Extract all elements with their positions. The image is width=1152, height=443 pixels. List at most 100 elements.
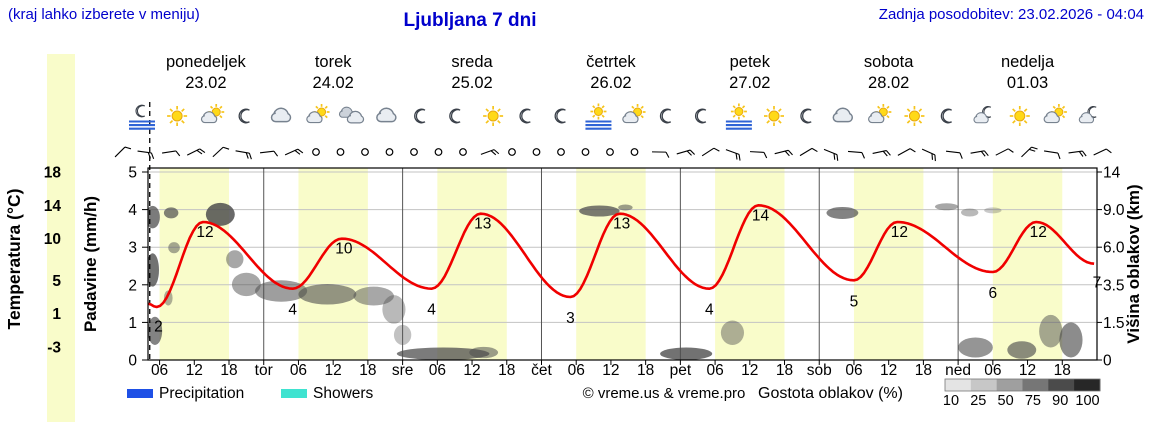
svg-text:3: 3 xyxy=(566,310,575,327)
moon-icon xyxy=(554,108,566,124)
svg-text:3.5: 3.5 xyxy=(1103,277,1125,294)
svg-text:14: 14 xyxy=(1103,165,1121,182)
cloud-density-label: Gostota oblakov (%) xyxy=(758,385,903,402)
wind-barb xyxy=(1093,148,1112,156)
svg-text:14: 14 xyxy=(44,198,62,215)
svg-text:18: 18 xyxy=(44,165,62,182)
wind-barb xyxy=(701,147,720,157)
svg-text:25: 25 xyxy=(970,393,986,409)
wind-barb xyxy=(725,149,741,161)
wind-barb xyxy=(945,150,963,159)
svg-text:18: 18 xyxy=(776,362,793,379)
copyright-link[interactable]: © vreme.us & vreme.pro xyxy=(583,385,746,402)
svg-text:-3: -3 xyxy=(47,340,61,357)
svg-text:10: 10 xyxy=(943,393,959,409)
svg-text:13: 13 xyxy=(613,216,630,233)
precipitation-swatch xyxy=(127,389,153,398)
svg-text:12: 12 xyxy=(463,362,480,379)
sun-icon xyxy=(167,106,188,126)
moon-icon xyxy=(519,108,531,124)
svg-text:Padavine (mm/h): Padavine (mm/h) xyxy=(81,196,100,332)
wind-barb xyxy=(847,150,865,159)
x-axis: 06 12 18 tor 06 12 18 sre 06 12 18 čet 06 12 18 pet 06 12… xyxy=(151,360,1071,379)
sun-cloud-icon xyxy=(200,104,225,124)
axis-temperature: 18 14 10 5 1 -3 Temperatura (°C) xyxy=(4,165,61,357)
wind-barb xyxy=(897,148,916,156)
wind-barb xyxy=(259,150,279,157)
wind-barb xyxy=(235,150,252,160)
wind-barb xyxy=(137,150,155,160)
moon-icon xyxy=(449,108,461,124)
svg-text:0: 0 xyxy=(128,353,137,370)
cloud-icon xyxy=(832,107,853,123)
svg-text:ned: ned xyxy=(945,362,971,379)
sun-icon xyxy=(1009,106,1030,126)
svg-text:Višina oblakov (km): Višina oblakov (km) xyxy=(1124,184,1143,343)
svg-text:12: 12 xyxy=(1030,224,1047,241)
wind-barb xyxy=(921,148,936,162)
svg-text:18: 18 xyxy=(637,362,654,379)
moon-icon xyxy=(800,108,812,124)
svg-text:14: 14 xyxy=(752,207,770,224)
svg-text:tor: tor xyxy=(255,362,273,379)
svg-text:2: 2 xyxy=(128,277,137,294)
svg-text:10: 10 xyxy=(335,241,353,258)
cloud-icon xyxy=(270,107,292,123)
wind-barb xyxy=(284,148,304,156)
svg-text:4: 4 xyxy=(705,302,714,319)
moon-icon xyxy=(694,108,707,124)
svg-text:100: 100 xyxy=(1075,393,1099,409)
cloud-icon xyxy=(376,107,397,123)
svg-text:petek: petek xyxy=(730,53,771,71)
svg-text:26.02: 26.02 xyxy=(590,74,631,92)
fog-sun-icon xyxy=(725,103,752,130)
svg-text:6.0: 6.0 xyxy=(1103,240,1125,257)
clouds-icon xyxy=(339,106,365,124)
svg-text:4: 4 xyxy=(427,302,436,319)
svg-text:torek: torek xyxy=(315,53,352,71)
sun-cloud-icon xyxy=(306,104,330,124)
svg-text:12: 12 xyxy=(196,224,213,241)
wind-barb xyxy=(872,150,891,157)
sun-icon xyxy=(483,106,504,126)
svg-text:4: 4 xyxy=(128,202,137,219)
svg-text:06: 06 xyxy=(429,362,446,379)
moon-icon xyxy=(238,108,250,124)
temperature-curve xyxy=(148,204,1095,309)
moon-icon xyxy=(414,108,426,124)
weather-icons-row xyxy=(129,103,1097,130)
location-hint: (kraj lahko izberete v meniju) xyxy=(8,6,200,23)
svg-text:pet: pet xyxy=(670,362,692,379)
precipitation-label: Precipitation xyxy=(159,385,244,402)
svg-text:12: 12 xyxy=(186,362,203,379)
svg-text:nedelja: nedelja xyxy=(1001,53,1055,71)
svg-text:5: 5 xyxy=(850,293,859,310)
wind-barb xyxy=(995,148,1014,156)
svg-text:28.02: 28.02 xyxy=(868,74,909,92)
wind-barb xyxy=(970,150,989,157)
svg-text:25.02: 25.02 xyxy=(451,74,492,92)
svg-text:12: 12 xyxy=(891,224,908,241)
cloud-moon-icon xyxy=(1078,106,1097,124)
svg-text:1: 1 xyxy=(128,315,137,332)
svg-text:2: 2 xyxy=(154,318,163,335)
svg-text:5: 5 xyxy=(128,165,137,182)
wind-barb xyxy=(823,148,839,161)
plot-border xyxy=(147,167,1098,361)
wind-barb xyxy=(651,151,670,158)
svg-text:18: 18 xyxy=(359,362,376,379)
showers-swatch xyxy=(281,389,307,398)
svg-text:75: 75 xyxy=(1025,393,1041,409)
svg-text:10: 10 xyxy=(44,231,61,248)
cloud-blobs xyxy=(148,202,1083,360)
svg-text:50: 50 xyxy=(998,393,1014,409)
svg-text:01.03: 01.03 xyxy=(1007,74,1048,92)
fog-sun-icon xyxy=(585,103,612,130)
svg-text:06: 06 xyxy=(290,362,307,379)
wind-barb xyxy=(1068,150,1087,157)
moon-cloud-icon xyxy=(973,106,992,124)
svg-text:06: 06 xyxy=(568,362,585,379)
